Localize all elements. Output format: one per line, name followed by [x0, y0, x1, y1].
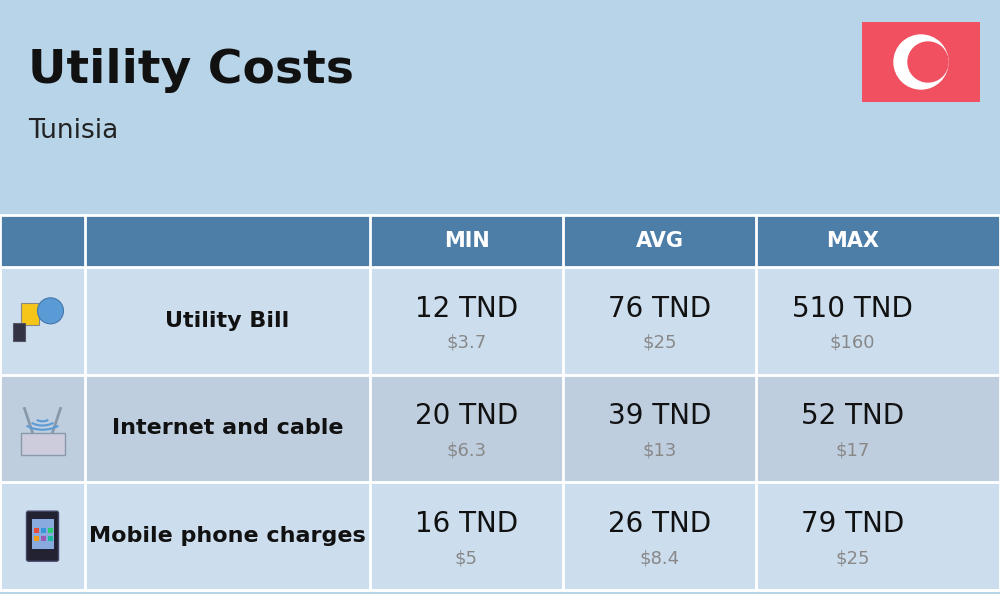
Bar	[20, 303, 38, 325]
Text: MIN: MIN	[444, 231, 489, 251]
Bar	[48, 528, 52, 533]
Text: Utility Costs: Utility Costs	[28, 48, 354, 93]
Text: Mobile phone charges: Mobile phone charges	[89, 526, 366, 546]
Circle shape	[38, 298, 64, 324]
Circle shape	[908, 42, 948, 82]
Bar	[12, 323, 24, 341]
Bar	[34, 528, 38, 533]
Text: $25: $25	[835, 549, 870, 567]
Text: Utility Bill: Utility Bill	[165, 311, 290, 331]
Text: 16 TND: 16 TND	[415, 510, 518, 538]
Text: $3.7: $3.7	[446, 334, 487, 352]
FancyBboxPatch shape	[26, 511, 58, 561]
Bar	[48, 536, 52, 541]
Text: ★: ★	[930, 55, 944, 69]
Bar	[0, 375, 1000, 482]
Circle shape	[894, 35, 948, 89]
Bar	[32, 519, 54, 549]
Bar	[0, 267, 1000, 375]
Text: $5: $5	[455, 549, 478, 567]
Bar	[40, 536, 46, 541]
Text: AVG: AVG	[636, 231, 684, 251]
Bar	[0, 215, 1000, 590]
Text: $6.3: $6.3	[446, 441, 487, 460]
Text: 79 TND: 79 TND	[801, 510, 904, 538]
Text: 52 TND: 52 TND	[801, 403, 904, 431]
Text: Tunisia: Tunisia	[28, 118, 118, 144]
Bar	[0, 215, 1000, 267]
Text: 12 TND: 12 TND	[415, 295, 518, 323]
Text: $25: $25	[642, 334, 677, 352]
Text: $160: $160	[830, 334, 875, 352]
Text: $8.4: $8.4	[639, 549, 680, 567]
Text: $17: $17	[835, 441, 870, 460]
Bar	[862, 22, 980, 102]
Bar	[34, 536, 38, 541]
Text: 39 TND: 39 TND	[608, 403, 711, 431]
Bar	[0, 482, 1000, 590]
Text: 20 TND: 20 TND	[415, 403, 518, 431]
Text: Internet and cable: Internet and cable	[112, 419, 343, 438]
Text: 26 TND: 26 TND	[608, 510, 711, 538]
Text: MAX: MAX	[826, 231, 879, 251]
Bar	[20, 432, 64, 454]
Text: 510 TND: 510 TND	[792, 295, 913, 323]
Text: $13: $13	[642, 441, 677, 460]
Bar	[40, 528, 46, 533]
Text: 76 TND: 76 TND	[608, 295, 711, 323]
